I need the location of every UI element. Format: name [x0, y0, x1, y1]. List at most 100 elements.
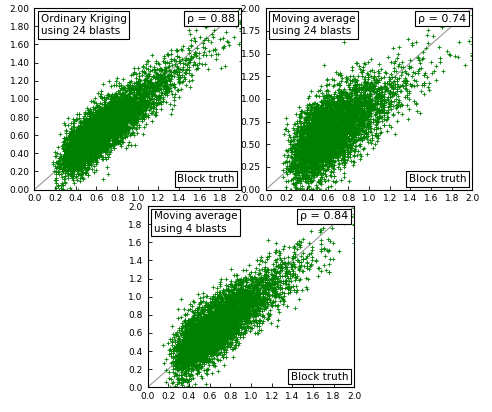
Point — [70, 160, 78, 167]
Point — [326, 137, 334, 144]
Point — [378, 103, 386, 110]
Point — [202, 323, 210, 330]
Point — [105, 105, 113, 112]
Point — [225, 288, 233, 294]
Point — [329, 141, 337, 148]
Point — [305, 124, 313, 131]
Point — [244, 308, 252, 315]
Point — [196, 330, 204, 337]
Point — [92, 144, 100, 150]
Point — [272, 279, 279, 285]
Point — [107, 96, 115, 102]
Point — [364, 115, 371, 122]
Point — [351, 110, 359, 116]
Point — [93, 121, 101, 128]
Point — [354, 148, 362, 154]
Point — [304, 148, 312, 154]
Point — [280, 243, 288, 250]
Point — [322, 149, 330, 155]
Point — [92, 159, 100, 166]
Point — [371, 131, 379, 138]
Point — [187, 36, 195, 43]
Point — [110, 121, 118, 128]
Point — [120, 127, 128, 134]
Point — [213, 315, 221, 322]
Point — [70, 137, 78, 144]
Point — [207, 335, 215, 342]
Point — [334, 106, 342, 112]
Point — [266, 283, 274, 289]
Point — [333, 81, 341, 88]
Point — [185, 343, 193, 350]
Point — [375, 107, 383, 114]
Point — [195, 329, 203, 336]
Point — [310, 140, 318, 146]
Point — [103, 125, 111, 131]
Point — [155, 86, 163, 93]
Point — [176, 345, 184, 352]
Point — [232, 328, 240, 335]
Point — [102, 105, 110, 112]
Point — [205, 341, 213, 348]
Point — [207, 318, 215, 325]
Point — [338, 119, 345, 126]
Point — [192, 365, 200, 372]
Point — [216, 325, 224, 332]
Point — [324, 124, 332, 131]
Point — [233, 337, 241, 344]
Point — [246, 313, 254, 320]
Point — [113, 130, 121, 136]
Point — [86, 147, 93, 153]
Point — [326, 135, 334, 142]
Point — [191, 338, 199, 345]
Point — [136, 103, 144, 110]
Point — [338, 119, 345, 126]
Point — [106, 123, 114, 129]
Point — [116, 118, 124, 124]
Point — [166, 384, 174, 391]
Point — [207, 323, 215, 329]
Point — [97, 120, 105, 126]
Point — [207, 329, 215, 335]
Point — [97, 124, 105, 131]
Point — [345, 125, 353, 132]
Point — [325, 143, 333, 150]
Point — [202, 318, 210, 325]
Point — [315, 108, 323, 115]
Point — [317, 248, 325, 255]
Point — [339, 123, 347, 130]
Point — [392, 104, 400, 111]
Point — [247, 302, 255, 309]
Point — [154, 94, 162, 101]
Point — [364, 80, 371, 87]
Point — [225, 301, 233, 307]
Point — [199, 322, 207, 329]
Point — [87, 132, 95, 138]
Point — [178, 358, 185, 364]
Point — [332, 123, 340, 129]
Point — [208, 335, 215, 341]
Point — [78, 136, 86, 143]
Point — [118, 133, 125, 140]
Point — [340, 112, 348, 119]
Point — [237, 20, 245, 27]
Point — [331, 110, 338, 117]
Point — [123, 105, 131, 112]
Point — [184, 322, 192, 329]
Point — [73, 128, 81, 135]
Point — [316, 144, 324, 151]
Point — [378, 117, 386, 124]
Point — [92, 144, 100, 150]
Point — [305, 140, 312, 147]
Point — [329, 98, 337, 105]
Point — [349, 125, 357, 131]
Point — [179, 360, 187, 367]
Point — [363, 122, 371, 129]
Point — [94, 153, 102, 159]
Point — [367, 101, 375, 108]
Point — [296, 295, 304, 302]
Point — [309, 162, 317, 169]
Point — [129, 101, 137, 107]
Point — [418, 81, 426, 88]
Point — [309, 147, 317, 154]
